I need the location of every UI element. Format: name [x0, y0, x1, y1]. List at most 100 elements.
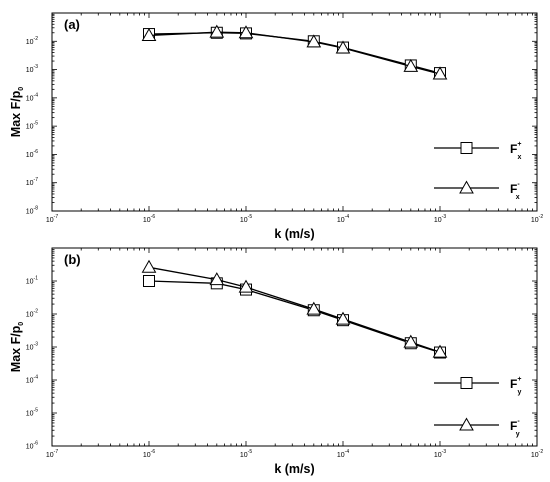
y-tick-label: 10-4: [26, 92, 38, 102]
triangle-marker: [335, 40, 351, 54]
legend-triangle-icon: [459, 417, 474, 431]
x-tick-base: 10: [337, 452, 345, 459]
series-triangle: [141, 24, 448, 80]
triangle-marker: [141, 259, 157, 273]
legend-sub: x: [516, 194, 520, 201]
triangle-marker: [432, 66, 448, 80]
y-axis-label: Max F/p0: [9, 322, 25, 373]
panel-label: (b): [64, 252, 81, 267]
y-tick-exp: -5: [34, 408, 39, 414]
y-tick-base: 10: [26, 152, 34, 159]
y-tick-exp: -1: [34, 276, 39, 282]
chart-panel-a: 10-7 10-6 10-5 10-4 10-3 10-210-810-710-610-5…: [9, 12, 543, 241]
y-tick-exp: -3: [34, 64, 39, 70]
y-tick-label: 10-4: [26, 375, 38, 385]
series-line: [148, 280, 441, 354]
square-marker: [143, 275, 155, 287]
y-tick-base: 10: [26, 312, 34, 319]
x-tick-label: 10-3: [434, 214, 446, 224]
legend-name: F: [510, 419, 517, 433]
x-tick-label: 10-4: [337, 449, 349, 459]
y-tick-label: 10-5: [26, 121, 38, 131]
y-tick-label: 10-3: [26, 342, 38, 352]
x-tick-label: 10-6: [143, 214, 155, 224]
triangle-marker: [306, 34, 322, 48]
y-tick-base: 10: [26, 124, 34, 131]
legend-sup: -: [517, 418, 520, 425]
legend-entry: F- x: [434, 180, 520, 201]
series-square: [143, 26, 446, 80]
x-tick-exp: -7: [54, 449, 59, 455]
x-tick-exp: -6: [151, 214, 156, 220]
series-line: [148, 266, 441, 353]
x-tick-base: 10: [143, 217, 151, 224]
x-axis-label: k (m/s): [274, 462, 314, 476]
y-tick-label: 10-2: [26, 36, 38, 46]
y-tick-exp: -6: [34, 441, 39, 447]
series-square: [143, 275, 446, 359]
y-tick-exp: -2: [34, 36, 39, 42]
x-tick-exp: -5: [248, 449, 253, 455]
y-tick-base: 10: [26, 95, 34, 102]
y-tick-base: 10: [26, 411, 34, 418]
x-tick-label: 10-4: [337, 214, 349, 224]
x-tick-label: 10-7: [46, 214, 58, 224]
series-triangle: [141, 259, 448, 358]
y-tick-base: 10: [26, 345, 34, 352]
x-tick-base: 10: [46, 452, 54, 459]
x-tick-exp: -6: [151, 449, 156, 455]
triangle-marker: [403, 334, 419, 348]
legend-sup: +: [517, 141, 521, 148]
y-tick-base: 10: [26, 209, 34, 216]
y-tick-exp: -8: [34, 206, 39, 212]
y-tick-label: 10-3: [26, 64, 38, 74]
legend-label: F+ x: [510, 141, 521, 161]
y-tick-label: 10-7: [26, 177, 38, 187]
x-tick-label: 10-3: [434, 449, 446, 459]
triangle-marker: [306, 301, 322, 315]
y-tick-base: 10: [26, 180, 34, 187]
x-tick-exp: -3: [442, 214, 447, 220]
triangle-marker: [238, 25, 254, 39]
y-axis-label-base: Max F/p: [9, 90, 23, 137]
y-axis-label-sub: 0: [18, 87, 25, 91]
legend-label: F- y: [510, 418, 520, 438]
y-tick-exp: -2: [34, 309, 39, 315]
triangle-marker: [209, 24, 225, 38]
x-tick-exp: -2: [539, 214, 544, 220]
triangle-marker: [141, 27, 157, 42]
x-axis-label: k (m/s): [274, 227, 314, 241]
y-tick-base: 10: [26, 279, 34, 286]
y-tick-exp: -7: [34, 177, 39, 183]
legend-sup: -: [517, 181, 520, 188]
legend-name: F: [510, 142, 517, 156]
legend-sup: +: [517, 376, 521, 383]
x-tick-base: 10: [240, 452, 248, 459]
x-tick-label: 10-5: [240, 449, 252, 459]
x-tick-exp: -4: [345, 449, 350, 455]
legend-name: F: [510, 377, 517, 391]
x-tick-exp: -2: [539, 449, 544, 455]
y-tick-base: 10: [26, 67, 34, 74]
x-tick-exp: -3: [442, 449, 447, 455]
y-tick-label: 10-2: [26, 309, 38, 319]
y-tick-base: 10: [26, 378, 34, 385]
y-tick-exp: -3: [34, 342, 39, 348]
legend-triangle-icon: [459, 180, 474, 194]
legend-sub: y: [516, 431, 520, 438]
x-tick-label: 10-6: [143, 449, 155, 459]
y-tick-label: 10-1: [26, 276, 38, 286]
y-tick-label: 10-6: [26, 441, 38, 451]
triangle-marker: [335, 311, 351, 325]
legend-entry: F+ x: [434, 141, 521, 161]
x-tick-base: 10: [531, 452, 539, 459]
y-tick-exp: -6: [34, 149, 39, 155]
x-tick-label: 10-2: [531, 214, 543, 224]
y-tick-exp: -4: [34, 375, 39, 381]
y-tick-label: 10-6: [26, 149, 38, 159]
x-tick-base: 10: [531, 217, 539, 224]
triangle-marker: [403, 58, 419, 72]
chart-panel-b: 10-7 10-6 10-5 10-4 10-3 10-210-610-510-410-3…: [9, 247, 544, 476]
legend-entry: F+ y: [434, 376, 521, 396]
x-tick-base: 10: [337, 217, 345, 224]
